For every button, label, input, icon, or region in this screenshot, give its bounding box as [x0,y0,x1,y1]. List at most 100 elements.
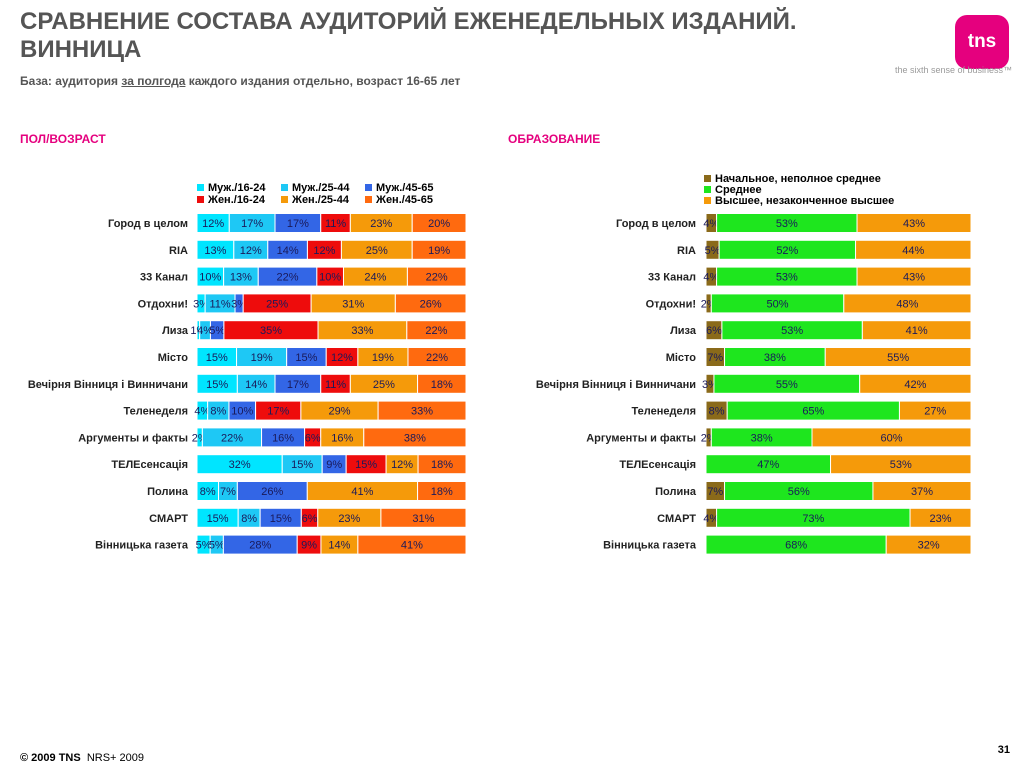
page-title-line-2: ВИННИЦА [20,36,142,63]
education-data-label: 53% [781,325,803,337]
gender-age-data-label: 12% [391,459,413,471]
gender-age-data-label: 22% [426,272,448,284]
gender-age-data-label: 6% [302,513,318,525]
gender-age-data-label: 19% [372,352,394,364]
gender-age-bar-segment [363,427,467,448]
gender-age-data-label: 33% [411,406,433,418]
gender-age-data-label: 12% [313,245,335,257]
education-legend-swatch-2 [704,186,711,193]
education-data-label: 55% [887,352,909,364]
education-data-label: 53% [776,272,798,284]
education-bar-segment [830,454,972,475]
education-data-label: 43% [903,272,925,284]
gender-age-data-label: 15% [206,379,228,391]
gender-age-data-label: 33% [351,325,373,337]
gender-age-data-label: 16% [272,432,294,444]
education-data-label: 53% [776,218,798,230]
gender-age-data-label: 32% [229,459,251,471]
education-data-label: 6% [706,325,722,337]
education-bar-segment [859,373,972,394]
education-bar-segment [872,481,972,501]
education-category-label: СМАРТ [657,513,696,525]
gender-age-data-label: 15% [270,513,292,525]
gender-age-data-label: 23% [370,218,392,230]
gender-age-data-label: 9% [326,459,342,471]
gender-age-category-label: ТЕЛЕсенсація [111,459,188,471]
gender-age-data-label: 17% [241,218,263,230]
gender-age-legend-swatch-2 [281,184,288,191]
gender-age-bar-segment [394,293,467,314]
gender-age-data-label: 18% [431,486,453,498]
gender-age-data-label: 22% [426,352,448,364]
gender-age-data-label: 41% [351,486,373,498]
gender-age-category-label: 33 Канал [140,272,188,284]
gender-age-bar-segment [407,347,467,367]
gender-age-data-label: 4% [194,406,210,418]
gender-age-data-label: 19% [251,352,273,364]
gender-age-data-label: 17% [267,406,289,418]
education-data-label: 23% [930,513,952,525]
education-data-label: 4% [703,218,719,230]
gender-age-category-label: Отдохни! [138,298,188,310]
gender-age-data-label: 28% [249,540,271,552]
gender-age-category-label: Теленеделя [123,406,188,418]
gender-age-data-label: 18% [431,379,453,391]
gender-age-legend-label-5: Жен./25-44 [291,194,350,206]
base-description-period: за полгода [121,74,186,88]
gender-age-data-label: 31% [342,298,364,310]
gender-age-data-label: 15% [291,459,313,471]
gender-age-data-label: 6% [305,432,321,444]
gender-age-bar-segment [357,534,467,555]
gender-age-data-label: 13% [204,245,226,257]
education-legend-label-2: Среднее [715,184,762,196]
education-data-label: 43% [903,218,925,230]
base-description-prefix: База: аудитория [20,74,122,88]
gender-age-data-label: 26% [420,298,442,310]
gender-age-data-label: 23% [338,513,360,525]
gender-age-legend-label-1: Муж./16-24 [208,182,266,194]
gender-age-category-label: Полина [147,486,189,498]
gender-age-legend-swatch-4 [197,196,204,203]
education-data-label: 32% [918,540,940,552]
education-category-label: ТЕЛЕсенсація [619,459,696,471]
gender-age-data-label: 12% [331,352,353,364]
gender-age-legend-label-2: Муж./25-44 [292,182,350,194]
education-bar-segment [856,266,972,287]
education-category-label: Полина [655,486,697,498]
gender-age-data-label: 15% [207,513,229,525]
education-category-label: Отдохни! [646,298,696,310]
gender-age-data-label: 15% [355,459,377,471]
base-description-suffix: каждого издания отдельно, возраст 16-65 … [185,74,461,88]
gender-age-data-label: 11% [325,379,346,391]
gender-age-category-label: Вечірня Вінниця і Винничани [28,379,188,391]
gender-age-category-label: Аргументы и факты [78,432,188,444]
education-category-label: 33 Канал [648,272,696,284]
gender-age-data-label: 14% [277,245,299,257]
education-chart-title: ОБРАЗОВАНИЕ [508,132,601,146]
education-data-label: 42% [904,379,926,391]
gender-age-data-label: 25% [366,245,388,257]
gender-age-data-label: 12% [240,245,262,257]
education-bar-segment [861,320,972,341]
tns-tagline: the sixth sense of business™ [894,65,1012,75]
gender-age-data-label: 22% [221,432,243,444]
education-data-label: 5% [705,245,721,257]
gender-age-data-label: 12% [202,218,224,230]
gender-age-data-label: 8% [200,486,216,498]
gender-age-category-label: Город в целом [108,218,188,230]
education-category-label: RIA [677,245,696,257]
base-description: База: аудитория за полгода каждого издан… [20,74,460,88]
gender-age-data-label: 35% [260,325,282,337]
education-legend-label-3: Высшее, незаконченное высшее [715,195,894,207]
education-data-label: 60% [880,432,902,444]
gender-age-bar-segment [411,239,467,260]
education-bar-segment [855,239,972,260]
gender-age-data-label: 31% [412,513,434,525]
education-data-label: 8% [709,406,725,418]
gender-age-data-label: 8% [241,513,257,525]
gender-age-data-label: 26% [261,486,283,498]
gender-age-bar-segment [377,400,467,421]
gender-age-bar-segment [406,320,467,341]
education-category-label: Аргументы и факты [586,432,696,444]
gender-age-data-label: 15% [295,352,317,364]
